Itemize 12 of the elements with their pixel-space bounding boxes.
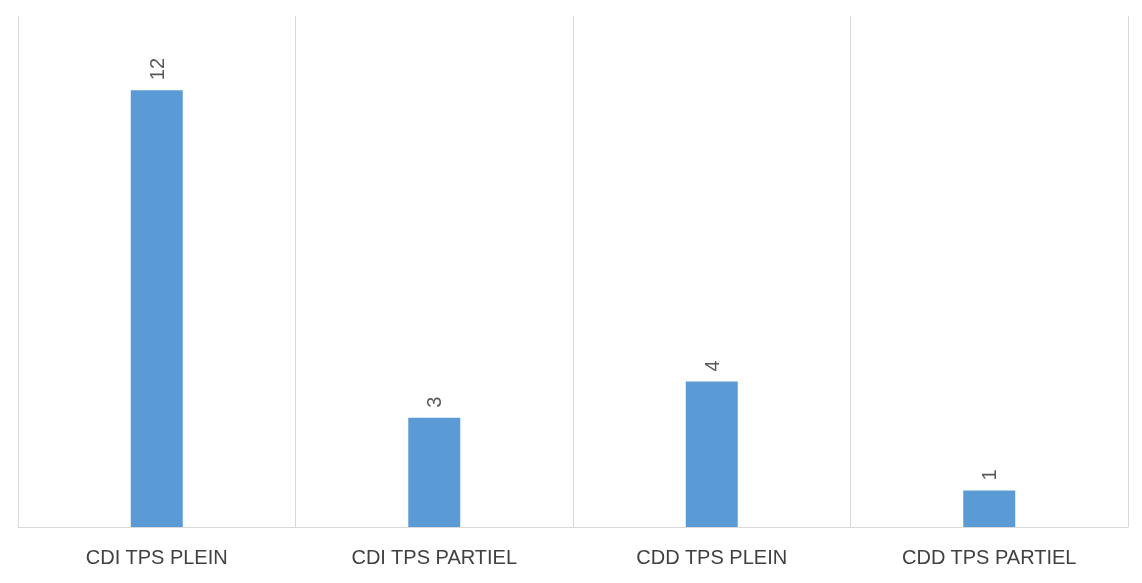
- bar: [963, 490, 1016, 527]
- data-label: 4: [700, 360, 723, 372]
- x-tick-label: CDI TPS PARTIEL: [351, 546, 518, 568]
- data-label: 12: [145, 58, 168, 81]
- data-label: 3: [423, 396, 446, 408]
- x-tick-label: CDI TPS PLEIN: [85, 546, 228, 568]
- bar: [685, 381, 738, 527]
- x-tick-label: CDD TPS PARTIEL: [902, 546, 1077, 568]
- data-label: 1: [978, 469, 1001, 481]
- x-tick-label: CDD TPS PLEIN: [636, 546, 788, 568]
- bar: [408, 417, 461, 527]
- bar: [130, 90, 183, 527]
